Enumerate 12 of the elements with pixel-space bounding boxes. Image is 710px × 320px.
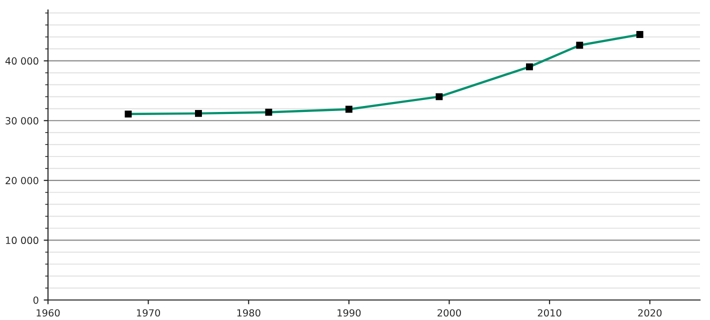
y-tick-label: 40 000 — [5, 57, 38, 65]
x-tick-label: 2000 — [438, 309, 461, 317]
y-tick-label: 0 — [33, 296, 38, 304]
x-tick-label: 1970 — [137, 309, 160, 317]
y-tick-label: 20 000 — [6, 176, 38, 184]
x-tick-label: 2020 — [638, 309, 662, 317]
x-tick-label: 1980 — [237, 309, 260, 317]
y-tick-label: 30 000 — [6, 117, 38, 124]
x-tick-label: 1990 — [338, 309, 361, 317]
x-tick-label: 1960 — [36, 309, 60, 317]
y-tick-label: 10 000 — [6, 236, 38, 244]
x-tick-label: 2010 — [538, 309, 562, 317]
